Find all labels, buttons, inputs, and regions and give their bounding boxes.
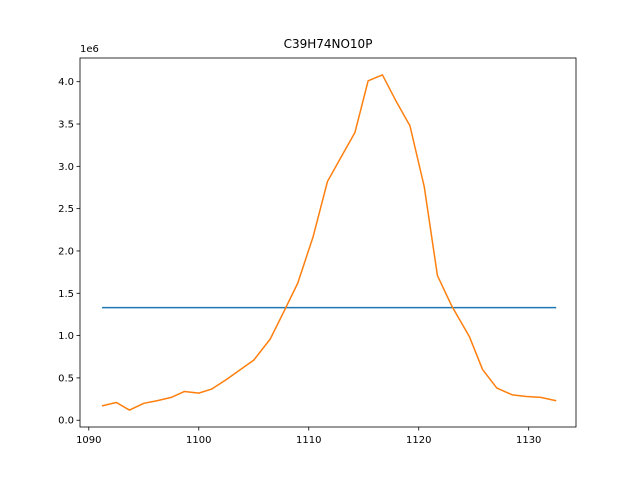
plot-frame (79, 57, 577, 428)
y-tick-label: 3.5 (58, 120, 74, 131)
x-tick-label: 1110 (296, 435, 321, 446)
series-line-0 (101, 74, 557, 411)
x-tick-label: 1090 (76, 435, 101, 446)
y-tick-label: 0.5 (58, 373, 74, 384)
series-layer (101, 74, 557, 411)
y-axis-ticks: 0.0 0.5 1.0 1.5 2.0 2.5 3.0 3.5 4.0 (58, 77, 80, 427)
chart-title: C39H74NO10P (284, 37, 373, 51)
y-tick-label: 2.0 (58, 246, 74, 257)
x-tick-label: 1100 (186, 435, 211, 446)
y-tick-label: 1.5 (58, 289, 74, 300)
y-tick-label: 3.0 (58, 162, 74, 173)
x-axis-ticks: 1090 1100 1110 1120 1130 (76, 427, 541, 446)
x-tick-label: 1120 (406, 435, 431, 446)
x-tick-label: 1130 (516, 435, 541, 446)
y-tick-label: 2.5 (58, 204, 74, 215)
y-tick-label: 1.0 (58, 331, 74, 342)
y-tick-label: 0.0 (58, 416, 74, 427)
y-multiplier-label: 1e6 (80, 44, 99, 55)
y-tick-label: 4.0 (58, 77, 74, 88)
